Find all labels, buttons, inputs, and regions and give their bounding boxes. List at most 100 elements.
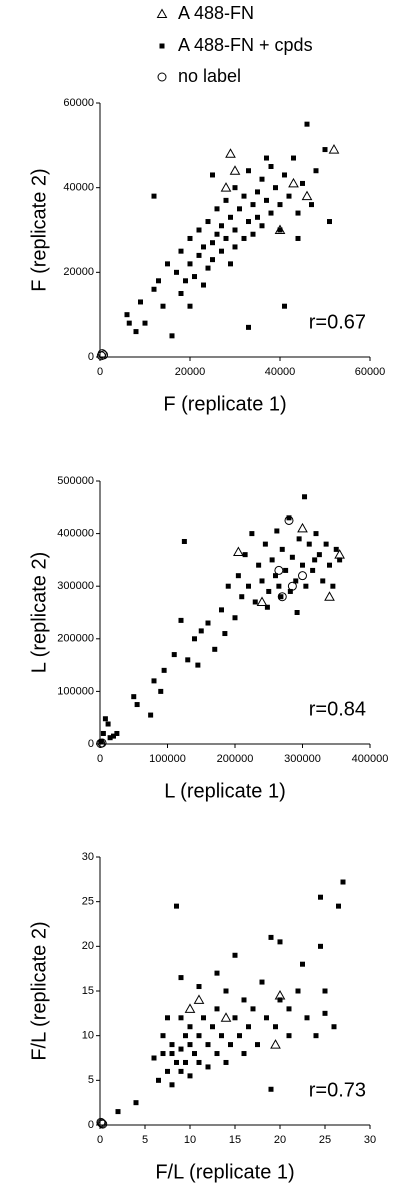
point (114, 730, 120, 736)
point (192, 274, 197, 280)
point (178, 248, 184, 254)
point (237, 206, 242, 212)
point (156, 1077, 161, 1083)
point (306, 541, 312, 547)
point (187, 1042, 193, 1048)
point (303, 583, 309, 589)
point (289, 554, 295, 560)
point (264, 155, 269, 161)
point (284, 515, 294, 525)
point (237, 1033, 242, 1039)
point (178, 975, 184, 981)
point (273, 185, 278, 191)
point (205, 1064, 211, 1070)
point (286, 193, 292, 199)
point (337, 557, 343, 563)
point (184, 1003, 196, 1013)
point (313, 531, 319, 537)
point (192, 636, 197, 642)
point (115, 1109, 121, 1115)
point (264, 1015, 269, 1021)
point (232, 244, 238, 250)
point (277, 939, 283, 945)
point (269, 557, 275, 563)
point (232, 227, 238, 233)
point (185, 657, 191, 663)
y-tick-label: 40000 (63, 182, 94, 194)
point (250, 202, 256, 208)
point (268, 210, 274, 216)
point (171, 652, 177, 658)
point (255, 1042, 260, 1048)
point (220, 1012, 232, 1022)
point (268, 1086, 274, 1092)
point (225, 148, 236, 158)
x-tick-label: 15 (229, 1134, 241, 1146)
point (241, 235, 247, 241)
point (259, 176, 265, 182)
y-tick-label: 0 (88, 1119, 94, 1131)
y-axis-label: L (replicate 2) (28, 552, 50, 674)
point (201, 244, 206, 250)
point (210, 172, 215, 178)
point (219, 607, 224, 613)
point (276, 583, 282, 589)
point (300, 180, 305, 186)
point (273, 1024, 278, 1030)
x-tick-label: 10 (184, 1134, 196, 1146)
point (219, 223, 224, 229)
y-axis-label: F (replicate 2) (28, 168, 50, 291)
point (293, 578, 299, 584)
y-tick-label: 5 (88, 1074, 94, 1086)
point (246, 1024, 251, 1030)
point (214, 231, 220, 237)
point (158, 688, 164, 694)
point (201, 1015, 206, 1021)
point (294, 610, 300, 615)
point (187, 1024, 193, 1030)
point (124, 312, 130, 318)
point (187, 261, 193, 267)
point (196, 984, 202, 990)
point (151, 678, 157, 684)
point (241, 193, 247, 199)
point (223, 1059, 229, 1065)
point (98, 1119, 108, 1129)
point (187, 303, 193, 309)
point (205, 1042, 211, 1048)
point (296, 536, 302, 542)
point (183, 278, 188, 284)
legend-label: A 488-FN + cpds (178, 35, 313, 55)
point (178, 291, 184, 296)
y-tick-label: 400000 (57, 528, 94, 540)
point (178, 1068, 184, 1074)
point (169, 1042, 175, 1048)
point (232, 615, 238, 621)
point (322, 988, 328, 994)
point (210, 1024, 215, 1030)
point (156, 278, 161, 284)
point (169, 333, 175, 339)
point (181, 538, 187, 544)
point (318, 894, 323, 900)
point (169, 1051, 175, 1057)
y-tick-label: 200000 (57, 633, 94, 645)
point (232, 185, 238, 191)
point (205, 219, 211, 225)
point (246, 324, 251, 330)
point (165, 261, 170, 267)
point (210, 257, 215, 263)
point (161, 667, 167, 673)
point (228, 214, 233, 220)
x-axis-label: F (replicate 1) (163, 393, 286, 415)
point (196, 252, 202, 258)
point (198, 628, 204, 634)
y-tick-label: 20000 (63, 266, 94, 278)
point (148, 712, 154, 718)
point (283, 567, 289, 573)
point (219, 248, 224, 254)
x-axis-label: L (replicate 1) (164, 780, 286, 802)
point (239, 594, 245, 600)
point (126, 320, 132, 326)
point (97, 1118, 107, 1128)
